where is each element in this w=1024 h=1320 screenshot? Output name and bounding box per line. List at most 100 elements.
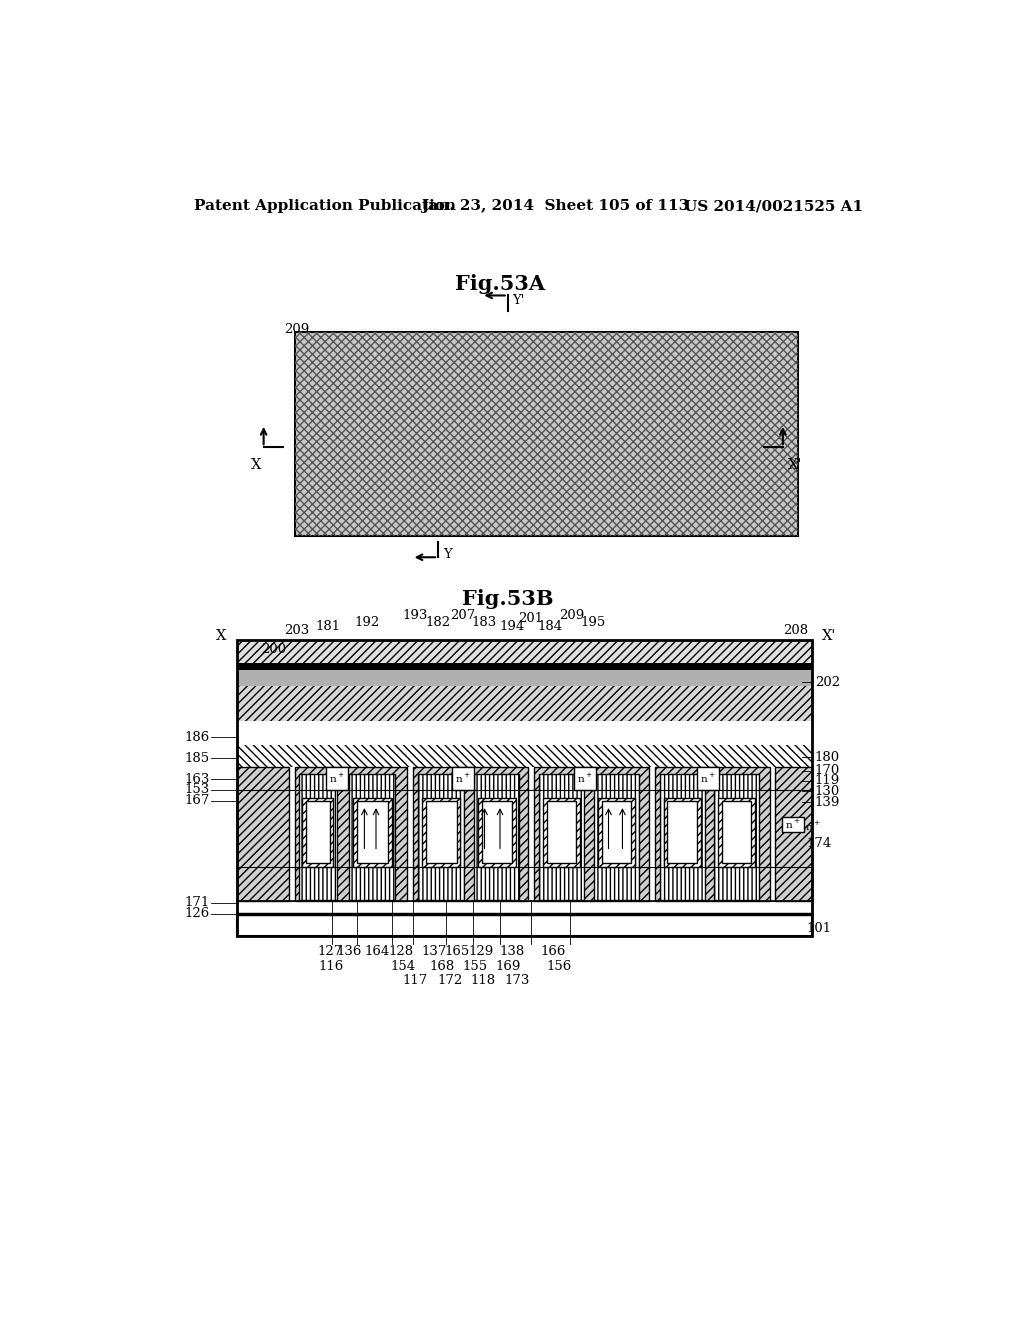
Bar <box>237 767 289 902</box>
Bar <box>594 775 639 900</box>
Bar <box>237 640 812 663</box>
Text: 136: 136 <box>336 945 361 958</box>
Text: 128: 128 <box>388 945 414 958</box>
Bar <box>418 775 464 900</box>
Text: n$^+$: n$^+$ <box>805 820 820 833</box>
Bar <box>535 767 649 902</box>
Text: 153: 153 <box>184 783 209 796</box>
Text: 171: 171 <box>184 896 209 909</box>
Text: X: X <box>251 458 261 471</box>
Text: US 2014/0021525 A1: US 2014/0021525 A1 <box>684 199 863 213</box>
Bar <box>664 797 700 867</box>
Text: 129: 129 <box>468 945 494 958</box>
Bar <box>302 797 334 867</box>
Text: 130: 130 <box>815 785 840 797</box>
Text: 174: 174 <box>806 837 831 850</box>
Bar <box>237 767 289 902</box>
Bar <box>543 797 580 867</box>
Text: Jan. 23, 2014  Sheet 105 of 113: Jan. 23, 2014 Sheet 105 of 113 <box>421 199 689 213</box>
Text: 155: 155 <box>463 961 487 973</box>
Bar <box>478 797 515 867</box>
Bar <box>718 797 755 867</box>
Text: X: X <box>216 628 226 643</box>
Bar <box>714 775 759 900</box>
Text: 117: 117 <box>402 974 427 987</box>
Text: 139: 139 <box>815 796 840 809</box>
Bar <box>349 775 395 900</box>
Bar <box>598 797 635 867</box>
Bar <box>539 775 584 900</box>
Bar <box>349 775 395 900</box>
Text: 182: 182 <box>425 616 451 630</box>
Text: X': X' <box>822 628 837 643</box>
Text: X': X' <box>788 458 803 471</box>
Text: 207: 207 <box>451 609 475 622</box>
Bar <box>295 767 407 902</box>
Text: 208: 208 <box>783 624 809 638</box>
Bar <box>775 767 812 902</box>
Bar <box>237 640 812 663</box>
Bar <box>299 775 337 900</box>
Bar <box>422 797 461 867</box>
Text: 101: 101 <box>806 921 831 935</box>
Bar <box>237 721 812 744</box>
Text: 119: 119 <box>815 774 840 787</box>
Bar <box>237 721 812 744</box>
Bar <box>594 775 639 900</box>
Text: 184: 184 <box>538 620 563 634</box>
Bar <box>302 797 334 867</box>
Text: 169: 169 <box>495 961 520 973</box>
Bar <box>237 744 812 767</box>
Text: 186: 186 <box>184 731 209 744</box>
Bar <box>237 686 812 721</box>
Text: 172: 172 <box>437 974 462 987</box>
Bar <box>598 797 635 867</box>
Bar <box>414 767 528 902</box>
Bar <box>601 801 631 863</box>
Text: 166: 166 <box>540 945 565 958</box>
Text: n$^+$: n$^+$ <box>330 772 345 785</box>
Bar <box>714 775 759 900</box>
Text: n$^+$: n$^+$ <box>785 818 801 832</box>
Text: 183: 183 <box>472 616 497 630</box>
Text: 195: 195 <box>581 616 605 630</box>
Text: 167: 167 <box>184 795 209 807</box>
Text: 194: 194 <box>499 620 524 634</box>
Text: Fig.53B: Fig.53B <box>462 589 554 609</box>
Bar <box>295 767 407 902</box>
Bar <box>659 775 705 900</box>
Text: 127: 127 <box>317 945 343 958</box>
Bar <box>775 767 812 902</box>
Bar <box>668 801 697 863</box>
Text: 118: 118 <box>470 974 496 987</box>
Text: 193: 193 <box>402 609 427 622</box>
Bar <box>547 801 575 863</box>
Bar <box>482 801 512 863</box>
Bar <box>327 767 348 789</box>
Text: 154: 154 <box>390 961 416 973</box>
Bar <box>237 767 812 898</box>
Text: Patent Application Publication: Patent Application Publication <box>194 199 456 213</box>
Bar <box>543 797 580 867</box>
Text: 116: 116 <box>318 961 344 973</box>
Bar <box>356 801 388 863</box>
Bar <box>418 775 464 900</box>
Text: 164: 164 <box>365 945 390 958</box>
Text: 202: 202 <box>815 676 840 689</box>
Bar <box>352 797 391 867</box>
Bar <box>237 744 812 767</box>
Bar <box>237 686 812 721</box>
Bar <box>697 767 719 789</box>
Bar <box>237 902 812 913</box>
Bar <box>655 767 770 902</box>
Bar <box>659 775 705 900</box>
Text: 185: 185 <box>184 751 209 764</box>
Text: Y: Y <box>442 548 452 561</box>
Bar <box>295 333 799 536</box>
Text: 165: 165 <box>444 945 470 958</box>
Text: 173: 173 <box>505 974 529 987</box>
Bar <box>722 801 751 863</box>
Text: n$^+$: n$^+$ <box>700 772 716 785</box>
Bar <box>237 671 812 686</box>
Bar <box>237 640 812 936</box>
